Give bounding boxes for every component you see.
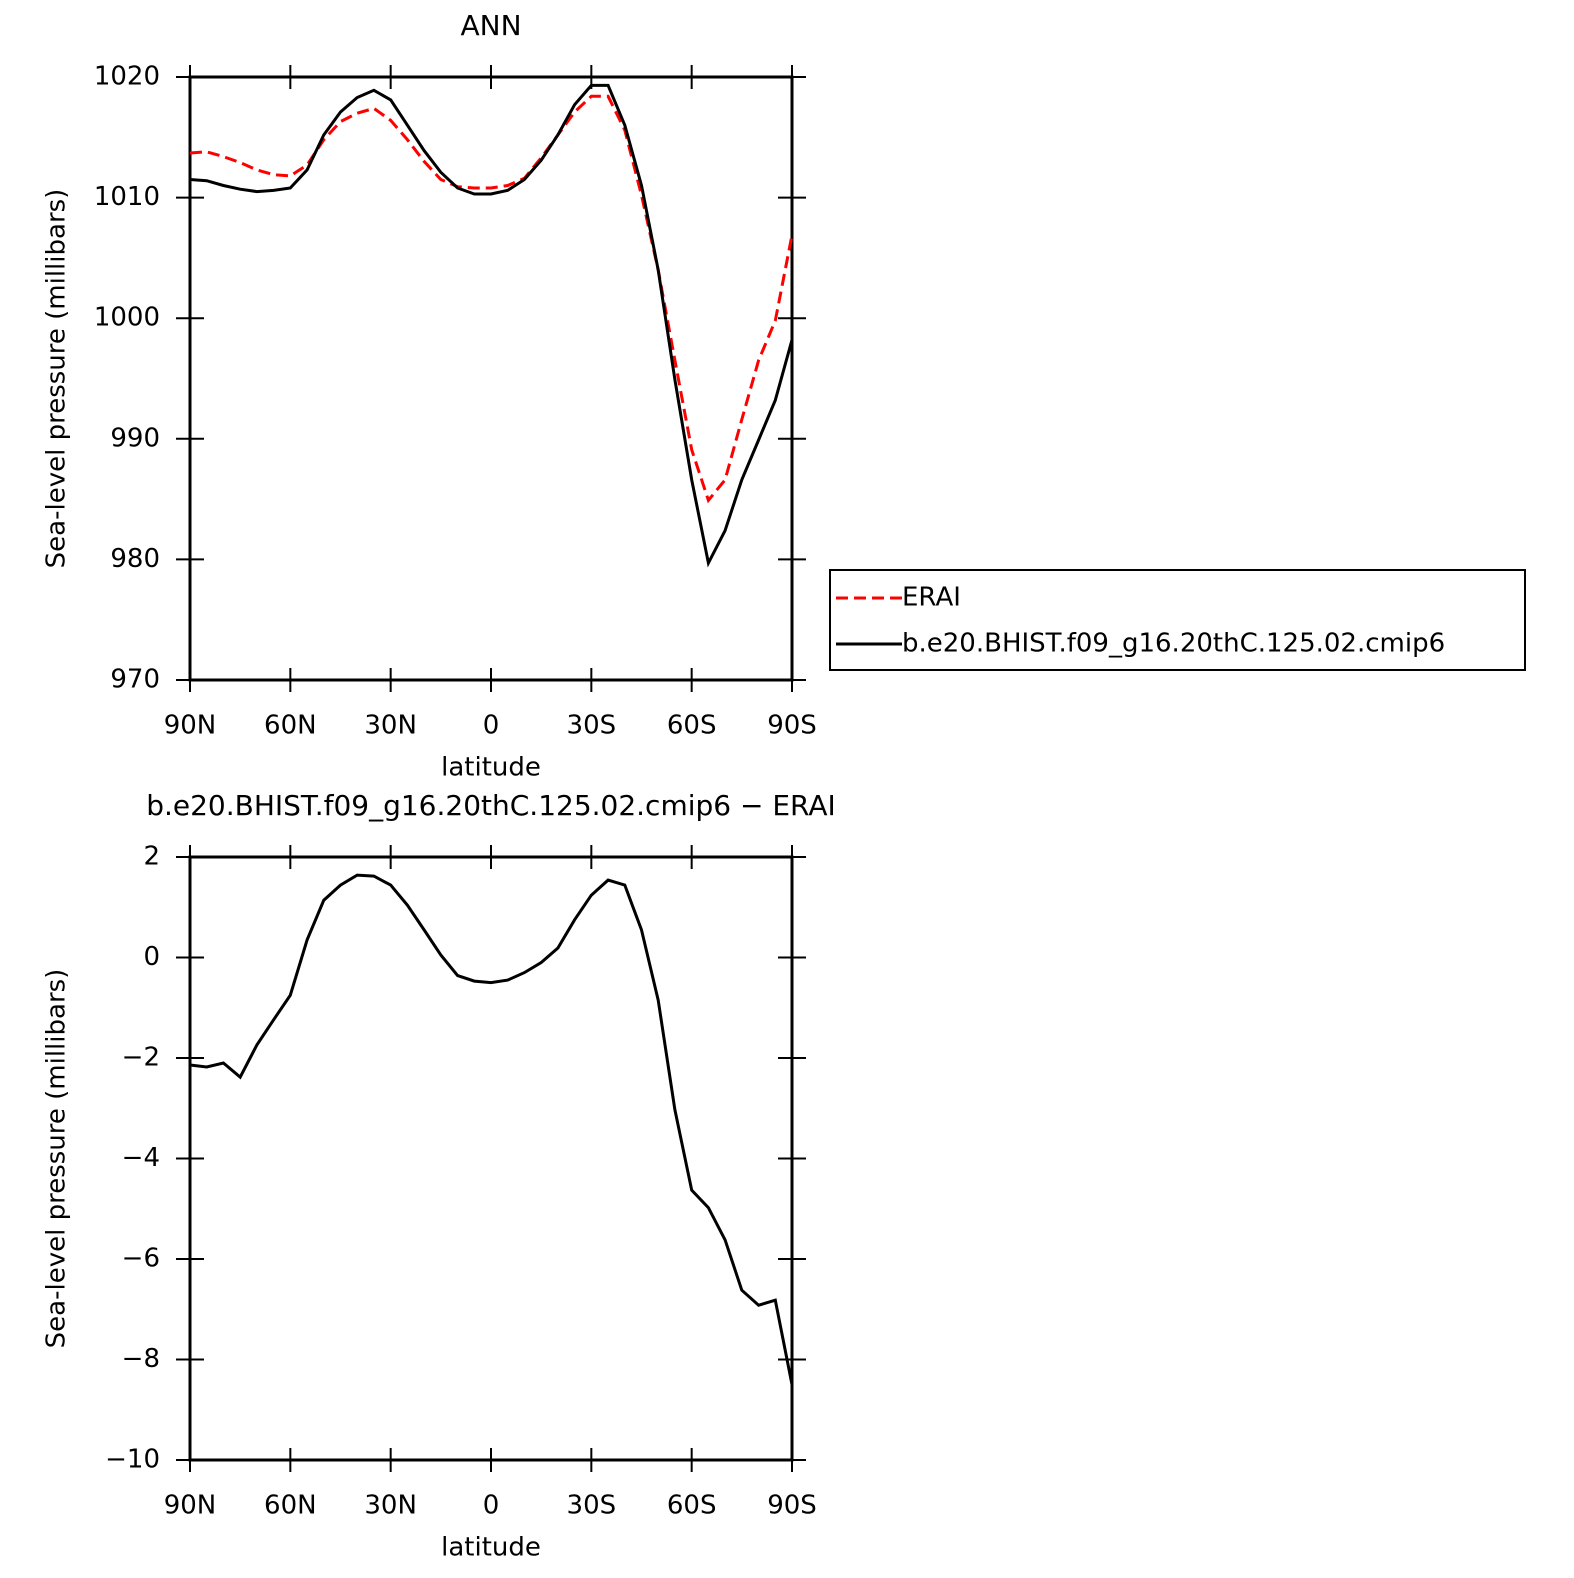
plot-frame (188, 75, 794, 682)
x-tick-label: 90S (767, 1491, 817, 1521)
x-tick-label: 30S (567, 1491, 617, 1521)
x-tick-label: 90N (164, 711, 217, 741)
legend-box (829, 569, 1526, 671)
data-line (189, 873, 794, 1385)
data-line (189, 83, 794, 568)
x-tick-label: 30N (364, 711, 417, 741)
x-tick-label: 90S (767, 711, 817, 741)
x-tick-label: 60N (264, 711, 317, 741)
y-tick-label: 980 (110, 544, 160, 574)
y-tick-label: 970 (110, 665, 160, 695)
y-tick-label: −10 (105, 1445, 160, 1475)
y-tick-label: 1010 (94, 182, 160, 212)
y-tick-label: 2 (143, 842, 160, 872)
y-tick-label: 0 (143, 942, 160, 972)
y-tick-label: −2 (122, 1043, 160, 1073)
y-tick-label: 990 (110, 423, 160, 453)
plot-frame (188, 855, 794, 1462)
chart-title: b.e20.BHIST.f09_g16.20thC.125.02.cmip6 −… (146, 789, 836, 822)
chart-title: ANN (460, 9, 521, 42)
x-axis-label: latitude (441, 1533, 541, 1563)
legend-label: b.e20.BHIST.f09_g16.20thC.125.02.cmip6 (902, 629, 1445, 659)
x-tick-label: 0 (483, 711, 500, 741)
x-tick-label: 60S (667, 711, 717, 741)
x-tick-label: 90N (164, 1491, 217, 1521)
legend-label: ERAI (902, 583, 961, 613)
x-tick-label: 0 (483, 1491, 500, 1521)
y-axis-label: Sea-level pressure (millibars) (42, 969, 72, 1349)
x-tick-label: 30S (567, 711, 617, 741)
x-axis-label: latitude (441, 753, 541, 783)
x-tick-label: 30N (364, 1491, 417, 1521)
x-tick-label: 60N (264, 1491, 317, 1521)
y-tick-label: −8 (122, 1344, 160, 1374)
x-tick-label: 60S (667, 1491, 717, 1521)
y-tick-label: −6 (122, 1244, 160, 1274)
y-tick-label: 1000 (94, 303, 160, 333)
y-axis-label: Sea-level pressure (millibars) (42, 189, 72, 569)
y-tick-label: −4 (122, 1143, 160, 1173)
data-line (189, 94, 794, 504)
y-tick-label: 1020 (94, 62, 160, 92)
